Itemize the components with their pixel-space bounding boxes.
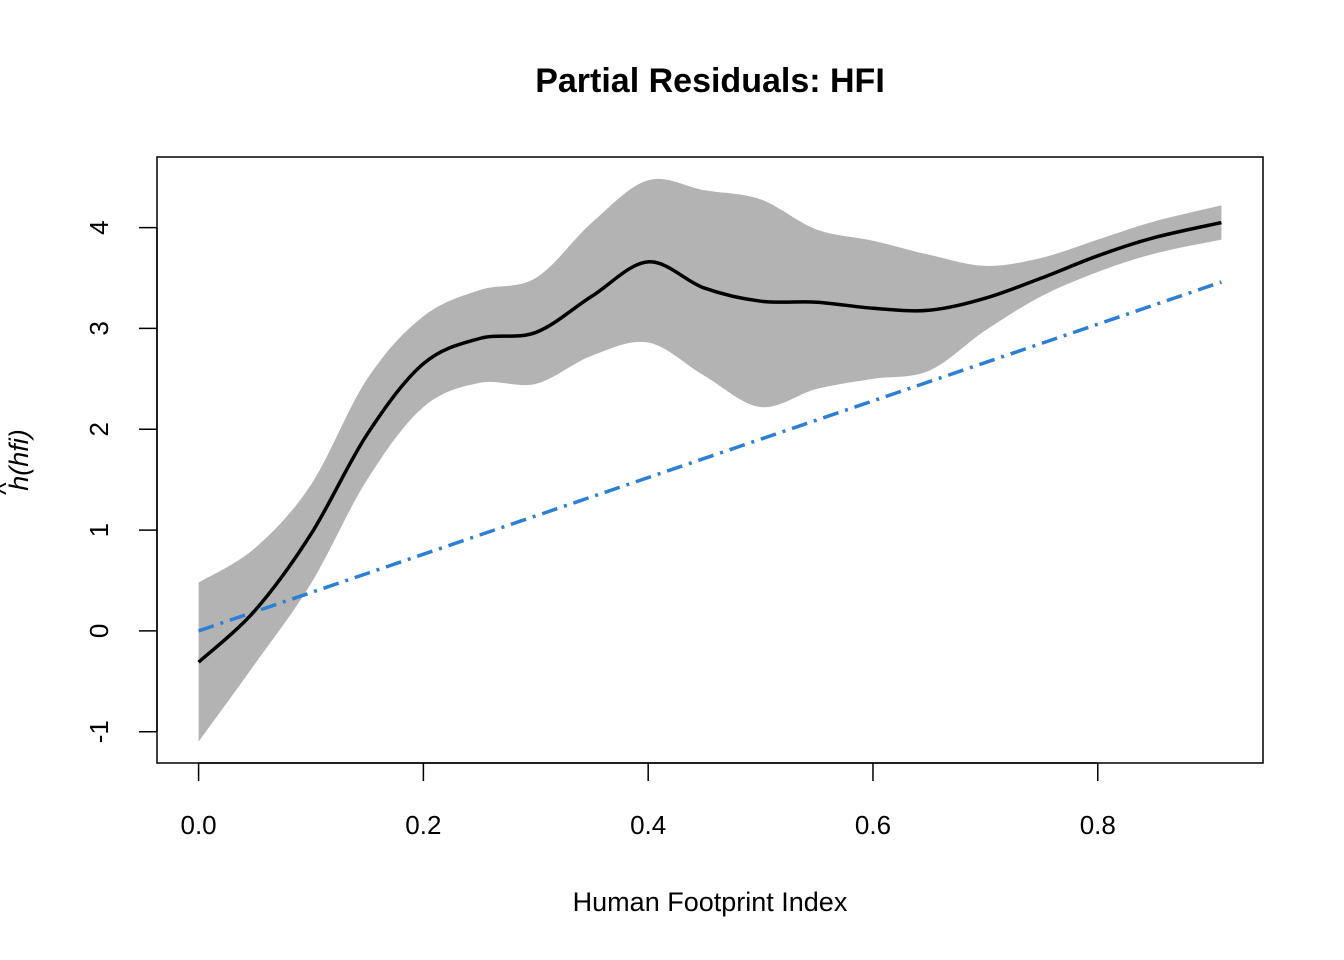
y-tick-label: 2 (84, 422, 114, 436)
y-tick-label: -1 (84, 720, 114, 743)
x-tick-label: 0.2 (405, 810, 441, 840)
y-axis-label-main: h(hfi) (4, 429, 34, 491)
x-axis: 0.0 0.2 0.4 0.6 0.8 (181, 762, 1116, 840)
confidence-band (198, 178, 1222, 742)
y-tick-label: 1 (84, 523, 114, 537)
x-tick-label: 0.4 (630, 810, 666, 840)
x-tick-label: 0.8 (1080, 810, 1116, 840)
y-axis-label: h(hfi) ^ (0, 429, 34, 495)
y-axis: -1 0 1 2 3 4 (84, 220, 158, 743)
chart-title: Partial Residuals: HFI (535, 62, 885, 100)
smooth-fit-line (197, 220, 1222, 664)
x-tick-label: 0.0 (181, 810, 217, 840)
y-axis-label-text: h(hfi) (4, 429, 34, 491)
y-tick-label: 4 (84, 220, 114, 234)
linear-fit-line (198, 280, 1222, 633)
x-tick-label: 0.6 (855, 810, 891, 840)
y-axis-label-hat: ^ (0, 482, 21, 495)
y-tick-label: 0 (84, 624, 114, 638)
y-tick-label: 3 (84, 321, 114, 335)
plot-area (197, 178, 1222, 742)
x-axis-label: Human Footprint Index (573, 887, 848, 917)
